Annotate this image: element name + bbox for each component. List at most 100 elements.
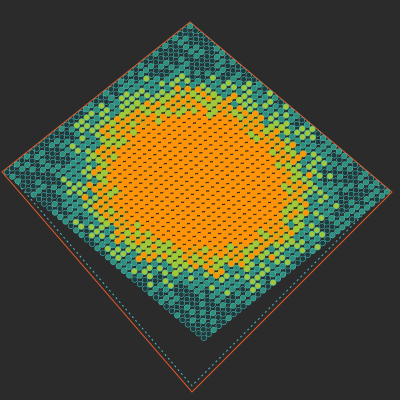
dot: [68, 126, 75, 133]
dot: [254, 282, 262, 290]
dot: [194, 199, 202, 207]
dot: [108, 111, 116, 118]
dot: [165, 126, 173, 134]
dot: [223, 167, 231, 175]
dot: [116, 182, 125, 191]
dot: [207, 153, 216, 162]
dot: [258, 261, 266, 269]
dot: [266, 98, 274, 105]
dot: [235, 209, 244, 218]
dot: [167, 273, 174, 281]
dot: [249, 286, 257, 294]
dot: [130, 154, 139, 162]
dot: [252, 118, 260, 126]
dot: [349, 216, 356, 223]
dot: [324, 227, 331, 234]
dot: [273, 144, 281, 152]
dot: [29, 174, 37, 181]
dot: [194, 94, 202, 102]
dot: [203, 174, 211, 183]
dot: [174, 85, 182, 93]
dot: [294, 259, 301, 266]
dot: [222, 150, 231, 158]
dot: [114, 124, 122, 132]
dot: [132, 187, 140, 196]
dot: [74, 139, 81, 146]
dot: [159, 218, 167, 227]
dot: [209, 301, 216, 308]
dot: [250, 189, 258, 198]
dot: [220, 91, 228, 99]
dot: [224, 184, 232, 192]
dot: [92, 194, 99, 202]
dot: [215, 217, 223, 225]
dot: [367, 175, 375, 182]
dot: [141, 171, 150, 179]
dot: [327, 189, 334, 197]
dot: [157, 290, 164, 297]
dot: [244, 168, 252, 176]
dot: [177, 266, 184, 273]
dot: [358, 200, 365, 207]
dot: [212, 255, 220, 263]
dot: [193, 182, 201, 190]
dot: [115, 149, 123, 157]
dot: [244, 282, 251, 289]
dot: [268, 131, 276, 139]
dot: [228, 171, 237, 180]
dot: [363, 196, 370, 203]
dot: [204, 199, 212, 208]
dot: [215, 322, 222, 330]
dot: [220, 100, 228, 108]
dot: [63, 121, 70, 128]
dot: [343, 211, 351, 218]
dot: [227, 260, 235, 268]
dot: [238, 147, 246, 155]
dot: [278, 140, 286, 148]
dot: [266, 90, 274, 97]
dot: [203, 166, 211, 174]
dot: [198, 283, 205, 291]
dot: [35, 196, 43, 203]
dot: [93, 98, 100, 105]
dot: [200, 334, 207, 341]
dot: [262, 232, 270, 240]
dot: [229, 285, 236, 293]
dot: [179, 316, 186, 324]
dot: [143, 83, 151, 91]
dot: [230, 213, 239, 222]
dot: [187, 31, 194, 38]
dot: [217, 154, 226, 162]
dot: [119, 128, 127, 136]
dot: [38, 150, 46, 157]
dot: [14, 169, 21, 176]
dot: [165, 240, 173, 248]
dot: [222, 255, 230, 263]
dot: [194, 313, 201, 320]
dot: [163, 303, 170, 310]
dot: [333, 211, 340, 218]
dot: [115, 263, 122, 270]
dot: [214, 53, 221, 61]
dot: [199, 82, 207, 89]
dot: [162, 42, 169, 50]
dot: [362, 179, 370, 186]
dot: [287, 221, 295, 228]
dot: [292, 208, 300, 216]
dot: [185, 110, 193, 119]
dot: [204, 70, 211, 77]
dot: [273, 241, 281, 249]
dot: [266, 203, 274, 211]
dot: [66, 189, 73, 196]
dot: [299, 247, 306, 254]
dot: [111, 186, 119, 194]
dot: [186, 144, 195, 152]
dot: [272, 119, 280, 127]
dot: [102, 211, 110, 219]
dot: [227, 243, 235, 251]
dot: [191, 140, 200, 148]
dot: [203, 183, 212, 191]
dot: [156, 256, 163, 264]
dot: [60, 184, 68, 191]
dot: [335, 148, 343, 155]
